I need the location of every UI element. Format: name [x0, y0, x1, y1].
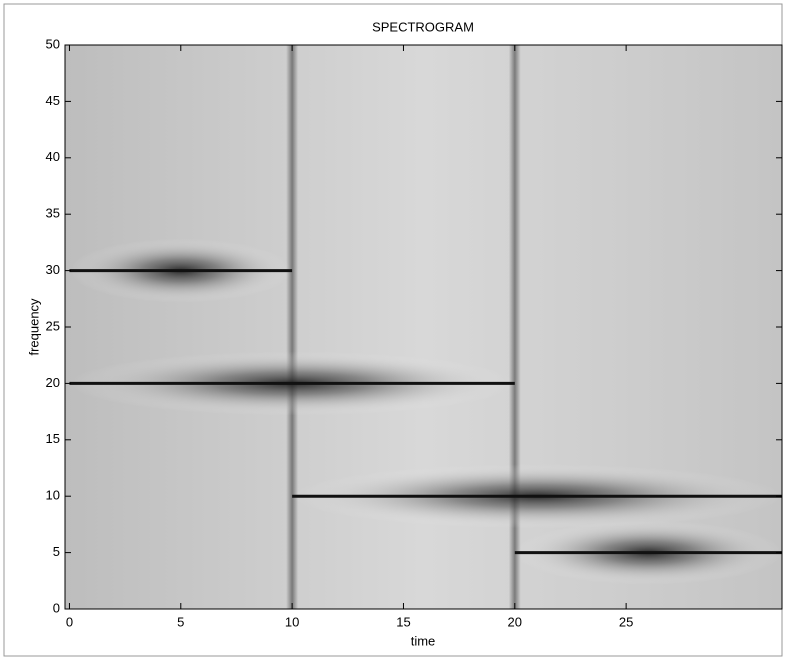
x-tick-label: 20: [508, 614, 522, 629]
y-axis-label: frequency: [26, 298, 41, 356]
y-tick-label: 35: [46, 206, 60, 221]
y-tick-label: 5: [53, 544, 60, 559]
y-tick-label: 20: [46, 375, 60, 390]
x-tick-label: 25: [619, 614, 633, 629]
x-tick-label: 10: [285, 614, 299, 629]
y-tick-label: 25: [46, 318, 60, 333]
transient-stripe: [286, 45, 299, 609]
x-tick-label: 15: [396, 614, 410, 629]
y-tick-label: 10: [46, 488, 60, 503]
x-tick-label: 0: [66, 614, 73, 629]
x-tick-label: 5: [177, 614, 184, 629]
y-tick-label: 30: [46, 262, 60, 277]
y-tick-label: 50: [46, 36, 60, 51]
y-tick-label: 15: [46, 431, 60, 446]
y-tick-label: 40: [46, 149, 60, 164]
x-axis-label: time: [411, 633, 436, 648]
plot-area: [65, 45, 782, 609]
chart-title: SPECTROGRAM: [372, 19, 474, 34]
y-tick-label: 45: [46, 93, 60, 108]
y-tick-label: 0: [53, 600, 60, 615]
